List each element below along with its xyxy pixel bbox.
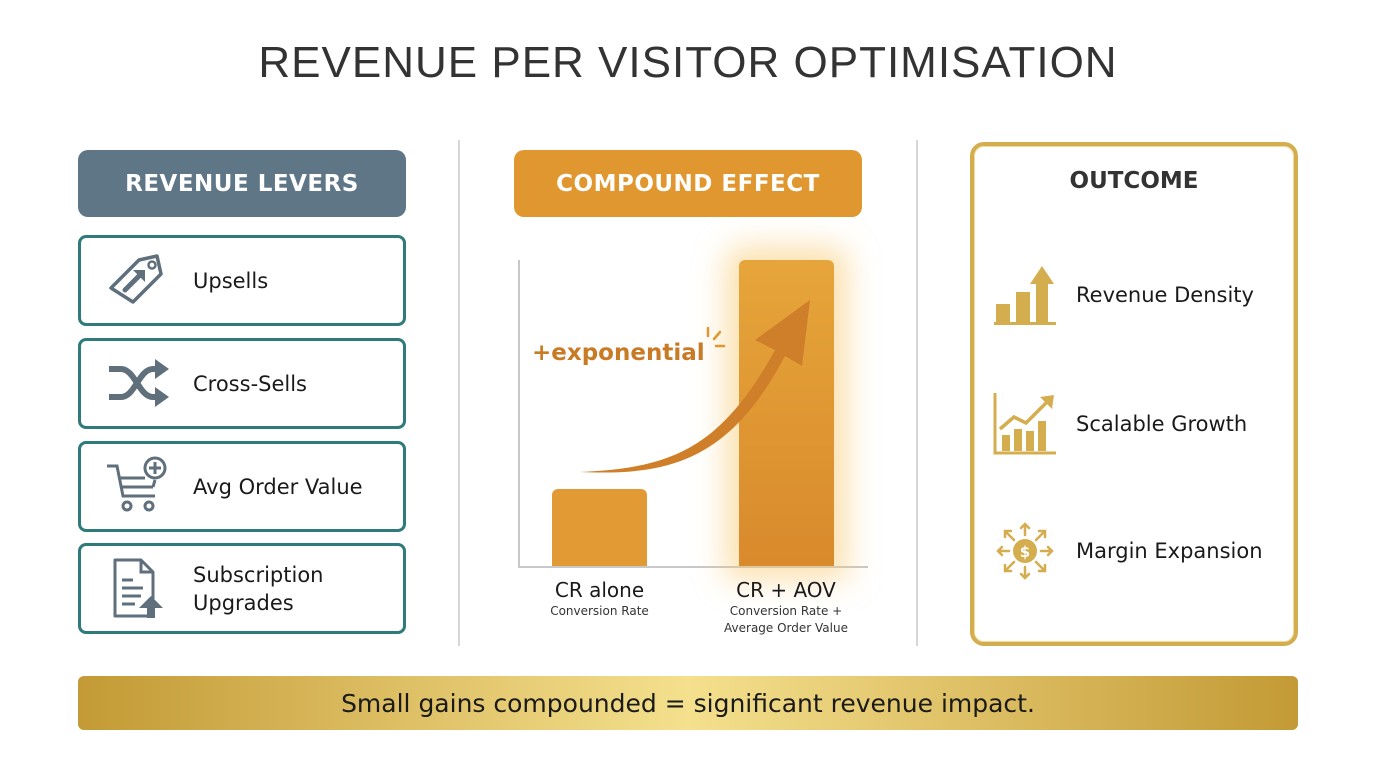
lever-subscription-upgrades: Subscription Upgrades bbox=[78, 543, 406, 634]
growth-chart-icon bbox=[992, 391, 1058, 457]
lever-avg-order-value: Avg Order Value bbox=[78, 441, 406, 532]
lever-label: Subscription Upgrades bbox=[193, 562, 324, 615]
lever-label: Avg Order Value bbox=[193, 474, 363, 499]
bar-cr-alone bbox=[552, 489, 647, 566]
chart-y-axis bbox=[518, 260, 520, 568]
chart-x-axis bbox=[518, 566, 868, 568]
shuffle-icon bbox=[103, 349, 173, 419]
compound-effect-header: COMPOUND EFFECT bbox=[514, 150, 862, 217]
column-divider bbox=[916, 140, 918, 646]
bar-chart-up-icon bbox=[992, 262, 1058, 328]
price-tag-arrow-icon bbox=[103, 246, 173, 316]
x-label-cr-plus-aov: CR + AOV Conversion Rate + Average Order… bbox=[724, 578, 848, 635]
exponential-annotation: +exponential bbox=[532, 340, 705, 366]
exponential-arrow-icon bbox=[580, 300, 810, 473]
summary-banner: Small gains compounded = significant rev… bbox=[78, 676, 1298, 730]
x-label-cr-alone: CR alone Conversion Rate bbox=[550, 578, 649, 618]
column-divider bbox=[458, 140, 460, 646]
lever-cross-sells: Cross-Sells bbox=[78, 338, 406, 429]
bar-cr-plus-aov bbox=[739, 260, 834, 566]
sparkle-icon bbox=[706, 326, 726, 348]
outcome-label: Scalable Growth bbox=[1076, 412, 1248, 436]
outcome-label: Margin Expansion bbox=[1076, 539, 1263, 563]
outcome-margin-expansion: $ Margin Expansion bbox=[992, 518, 1263, 584]
revenue-levers-header: REVENUE LEVERS bbox=[78, 150, 406, 217]
outcome-label: Revenue Density bbox=[1076, 283, 1254, 307]
lever-label: Upsells bbox=[193, 268, 269, 293]
lever-label: Cross-Sells bbox=[193, 371, 308, 396]
cart-plus-icon bbox=[103, 452, 173, 522]
outcome-panel bbox=[970, 142, 1298, 646]
document-upgrade-icon bbox=[103, 554, 173, 624]
outcome-revenue-density: Revenue Density bbox=[992, 262, 1254, 328]
dollar-expand-icon: $ bbox=[992, 518, 1058, 584]
page-title: REVENUE PER VISITOR OPTIMISATION bbox=[258, 38, 1118, 87]
svg-text:$: $ bbox=[1020, 543, 1030, 561]
outcome-scalable-growth: Scalable Growth bbox=[992, 391, 1247, 457]
lever-upsells: Upsells bbox=[78, 235, 406, 326]
outcome-header: OUTCOME bbox=[1069, 168, 1199, 194]
